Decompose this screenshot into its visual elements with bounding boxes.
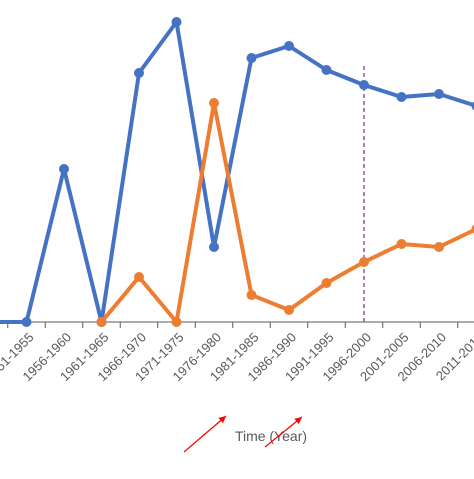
series-1-point: [322, 65, 332, 75]
series-group: [0, 17, 474, 327]
series-1-point: [209, 242, 219, 252]
series-1-point: [59, 164, 69, 174]
series-2-point: [284, 305, 294, 315]
series-2-point: [434, 242, 444, 252]
series-1-point: [172, 17, 182, 27]
series-2-point: [359, 257, 369, 267]
series-2-point: [322, 278, 332, 288]
series-1-point: [22, 317, 32, 327]
series-2-point: [397, 239, 407, 249]
series-2-point: [172, 317, 182, 327]
series-1-point: [359, 80, 369, 90]
x-tick-labels: 19501951-19551956-19601961-19651966-1970…: [0, 330, 474, 385]
series-1-point: [397, 92, 407, 102]
series-1-line: [0, 22, 474, 322]
series-2-point: [247, 290, 257, 300]
annotation-arrow: [184, 416, 226, 452]
series-1-point: [134, 68, 144, 78]
series-1-point: [247, 53, 257, 63]
series-1: [0, 17, 474, 327]
series-2-point: [97, 317, 107, 327]
x-axis: [0, 322, 474, 328]
series-1-point: [284, 41, 294, 51]
series-2-point: [134, 272, 144, 282]
series-2-line: [102, 103, 474, 322]
series-1-point: [434, 89, 444, 99]
series-2-point: [209, 98, 219, 108]
